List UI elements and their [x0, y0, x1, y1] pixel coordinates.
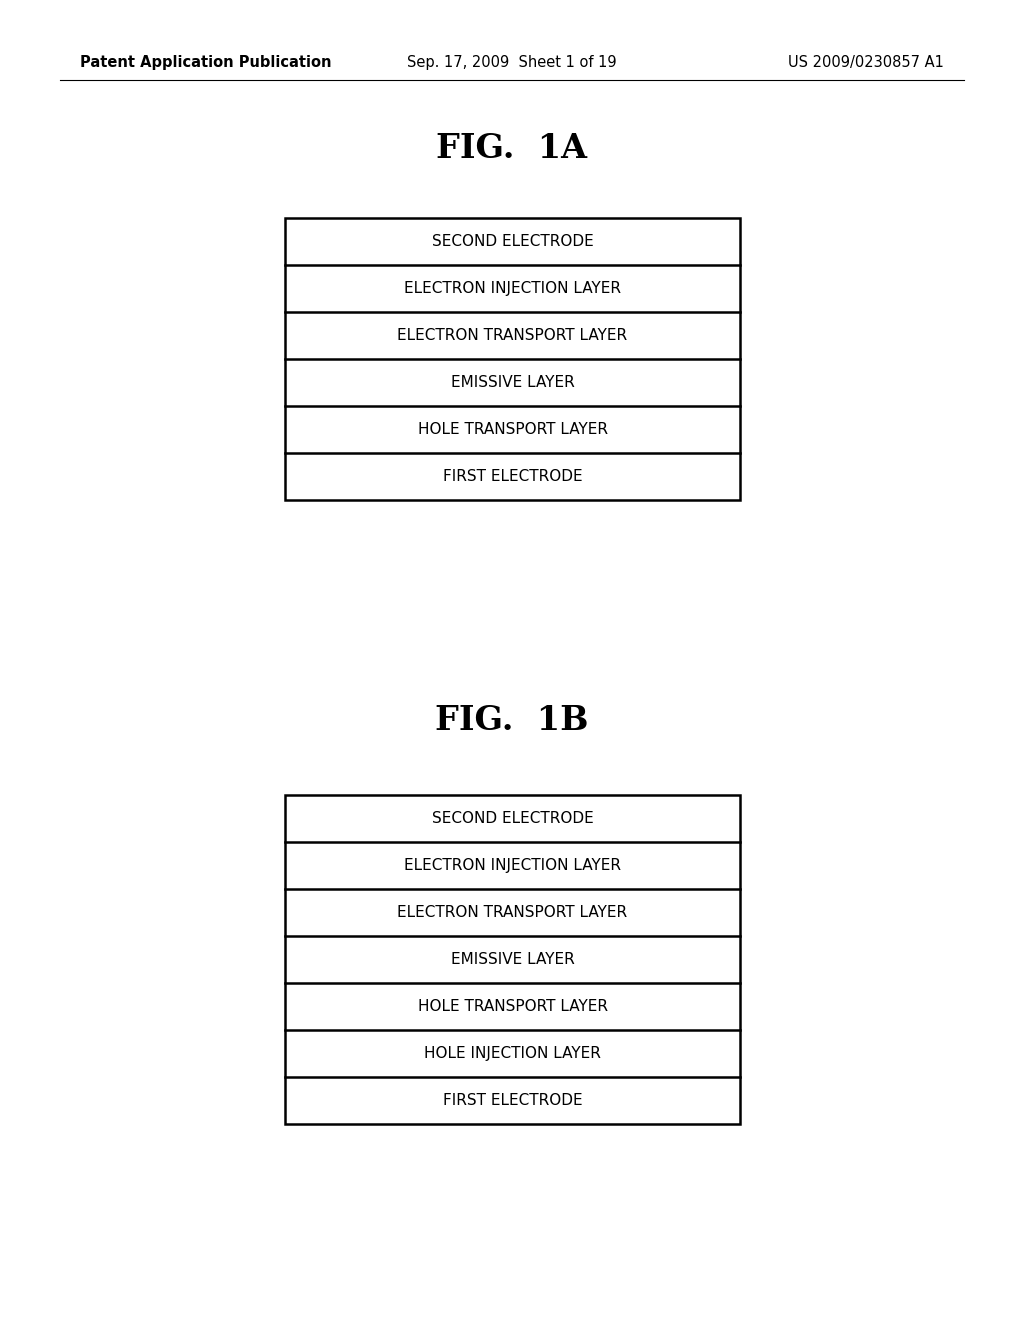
Text: HOLE TRANSPORT LAYER: HOLE TRANSPORT LAYER [418, 422, 607, 437]
Text: SECOND ELECTRODE: SECOND ELECTRODE [432, 810, 593, 826]
Text: FIRST ELECTRODE: FIRST ELECTRODE [442, 1093, 583, 1107]
Text: FIG.  1B: FIG. 1B [435, 704, 589, 737]
Text: ELECTRON TRANSPORT LAYER: ELECTRON TRANSPORT LAYER [397, 906, 628, 920]
Text: SECOND ELECTRODE: SECOND ELECTRODE [432, 234, 593, 249]
Bar [285, 795, 740, 1125]
Text: ELECTRON INJECTION LAYER: ELECTRON INJECTION LAYER [404, 858, 621, 873]
Text: EMISSIVE LAYER: EMISSIVE LAYER [451, 375, 574, 389]
Text: ELECTRON TRANSPORT LAYER: ELECTRON TRANSPORT LAYER [397, 327, 628, 343]
Bar [285, 218, 740, 500]
Text: ELECTRON INJECTION LAYER: ELECTRON INJECTION LAYER [404, 281, 621, 296]
Text: EMISSIVE LAYER: EMISSIVE LAYER [451, 952, 574, 968]
Text: US 2009/0230857 A1: US 2009/0230857 A1 [788, 54, 944, 70]
Text: Sep. 17, 2009  Sheet 1 of 19: Sep. 17, 2009 Sheet 1 of 19 [408, 54, 616, 70]
Text: Patent Application Publication: Patent Application Publication [80, 54, 332, 70]
Text: FIG.  1A: FIG. 1A [436, 132, 588, 165]
Text: HOLE TRANSPORT LAYER: HOLE TRANSPORT LAYER [418, 999, 607, 1014]
Text: HOLE INJECTION LAYER: HOLE INJECTION LAYER [424, 1045, 601, 1061]
Text: FIRST ELECTRODE: FIRST ELECTRODE [442, 469, 583, 484]
